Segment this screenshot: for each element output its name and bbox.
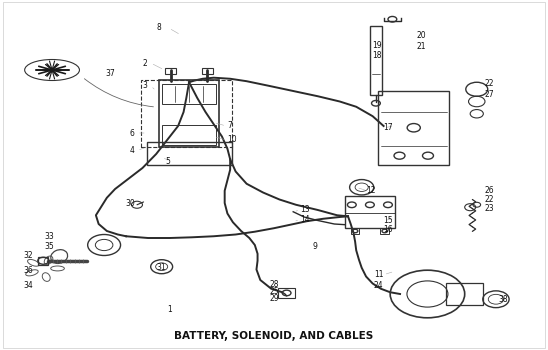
- Bar: [38, 257, 48, 265]
- Bar: [345, 196, 395, 228]
- Text: 7: 7: [227, 121, 232, 131]
- Text: 14: 14: [300, 215, 310, 224]
- Bar: [446, 283, 483, 305]
- Text: 26: 26: [485, 186, 495, 195]
- Bar: [370, 26, 382, 94]
- Bar: [351, 228, 359, 234]
- Text: 34: 34: [23, 281, 33, 290]
- Text: 4: 4: [129, 146, 134, 155]
- Bar: [162, 125, 216, 145]
- Bar: [147, 142, 232, 164]
- Text: 15: 15: [384, 216, 393, 225]
- Text: 31: 31: [156, 263, 166, 272]
- Text: 10: 10: [227, 135, 237, 145]
- Text: 18: 18: [373, 51, 382, 61]
- Text: 38: 38: [499, 295, 509, 304]
- Text: BATTERY, SOLENOID, AND CABLES: BATTERY, SOLENOID, AND CABLES: [174, 331, 374, 341]
- Text: 22: 22: [485, 79, 494, 89]
- Text: 1: 1: [168, 305, 172, 314]
- Text: 29: 29: [270, 294, 279, 303]
- Text: 36: 36: [23, 266, 33, 275]
- Bar: [378, 91, 449, 164]
- Text: 25: 25: [270, 287, 279, 296]
- Bar: [141, 80, 232, 147]
- Text: 20: 20: [416, 30, 426, 40]
- Bar: [278, 288, 295, 298]
- Bar: [165, 68, 176, 74]
- Text: 37: 37: [105, 69, 115, 78]
- Text: 6: 6: [129, 128, 134, 138]
- Text: 17: 17: [384, 123, 393, 132]
- Text: 11: 11: [374, 270, 384, 279]
- Bar: [202, 68, 213, 74]
- Text: 23: 23: [485, 204, 495, 213]
- Text: 13: 13: [300, 205, 310, 215]
- Text: 30: 30: [125, 198, 135, 208]
- Text: 12: 12: [366, 186, 375, 195]
- Text: 21: 21: [416, 42, 426, 51]
- Bar: [159, 80, 219, 147]
- Text: 32: 32: [23, 251, 33, 260]
- Text: 16: 16: [384, 225, 393, 234]
- Text: 9: 9: [312, 242, 317, 251]
- Text: 3: 3: [142, 81, 147, 90]
- Text: 19: 19: [373, 41, 383, 50]
- Text: 8: 8: [157, 23, 162, 33]
- Text: 5: 5: [165, 156, 170, 166]
- Text: 22: 22: [485, 195, 494, 204]
- Text: 24: 24: [374, 281, 384, 290]
- Text: 33: 33: [44, 232, 54, 241]
- Text: 28: 28: [270, 280, 279, 289]
- Text: 2: 2: [142, 58, 147, 68]
- Text: 35: 35: [44, 242, 54, 251]
- Text: 27: 27: [485, 90, 495, 99]
- Bar: [162, 84, 216, 104]
- Bar: [380, 228, 389, 234]
